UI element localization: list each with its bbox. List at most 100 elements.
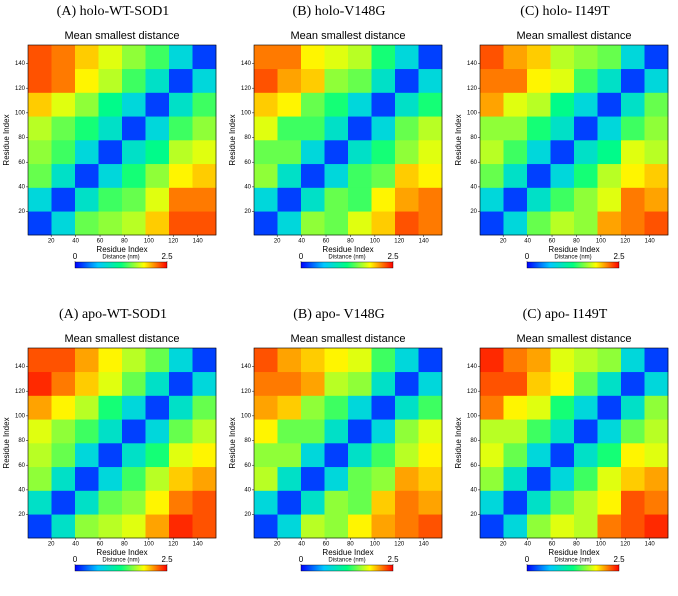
heatmap-cell — [574, 371, 598, 396]
heatmap-cell — [192, 466, 217, 491]
heatmap-cell — [480, 443, 504, 468]
heatmap-cell — [371, 68, 396, 93]
heatmap-cell — [644, 163, 669, 188]
x-tick-label: 80 — [347, 239, 354, 245]
chart-title: Mean smallest distance — [291, 333, 406, 345]
heatmap-cell — [277, 92, 302, 117]
y-tick-label: 140 — [241, 61, 252, 67]
heatmap-cell — [503, 490, 528, 515]
heatmap-cell — [527, 140, 551, 165]
heatmap-cell — [574, 68, 598, 93]
heatmap-cell — [301, 92, 325, 117]
x-tick-label: 80 — [121, 542, 128, 548]
heatmap-cell — [324, 92, 349, 117]
heatmap-cell — [621, 514, 645, 539]
heatmap-cell — [301, 140, 325, 165]
heatmap-cell — [527, 45, 551, 70]
y-tick-label: 20 — [18, 512, 25, 518]
y-tick-label: 120 — [241, 389, 252, 395]
heatmap-cell — [371, 490, 396, 515]
heatmap-cell — [301, 187, 325, 212]
heatmap-cell — [348, 45, 372, 70]
heatmap-cell — [169, 348, 193, 373]
heatmap-cell — [192, 140, 217, 165]
heatmap-cell — [122, 140, 146, 165]
heatmap-cell — [98, 419, 123, 444]
heatmap-cell — [550, 116, 575, 141]
heatmap-cell — [503, 187, 528, 212]
colorbar — [74, 564, 168, 572]
heatmap-cell — [621, 395, 645, 420]
heatmap-cell — [192, 348, 217, 373]
heatmap-cell — [254, 490, 278, 515]
heatmap-cell — [597, 211, 622, 236]
x-axis-label: Residue Index — [322, 548, 373, 557]
colorbar-label: Distance (nm) — [102, 558, 139, 564]
heatmap-cell — [348, 466, 372, 491]
colorbar — [526, 261, 620, 269]
x-tick-label: 40 — [298, 542, 305, 548]
y-tick-label: 80 — [18, 438, 25, 444]
heatmap-cell — [418, 443, 443, 468]
heatmap-cell — [98, 211, 123, 236]
heatmap-cell — [301, 371, 325, 396]
heatmap-cell — [169, 163, 193, 188]
heatmap-cell — [254, 443, 278, 468]
heatmap-cell — [395, 163, 419, 188]
heatmap-cell — [75, 466, 99, 491]
heatmap-cell — [597, 187, 622, 212]
heatmap-cell — [28, 68, 52, 93]
heatmap-cell — [98, 514, 123, 539]
heatmap-cell — [192, 395, 217, 420]
x-axis-label: Residue Index — [96, 548, 147, 557]
heatmap-cell — [98, 395, 123, 420]
heatmap-cell — [348, 490, 372, 515]
heatmap-cell — [418, 419, 443, 444]
heatmap-cell — [51, 211, 76, 236]
heatmap-cell — [574, 395, 598, 420]
heatmap-cell — [98, 116, 123, 141]
heatmap-cell — [621, 348, 645, 373]
heatmap-cell — [169, 68, 193, 93]
heatmap-cell — [621, 211, 645, 236]
y-axis-label: Residue Index — [228, 114, 237, 165]
heatmap-cell — [98, 443, 123, 468]
x-tick-label: 20 — [500, 542, 507, 548]
y-tick-label: 60 — [18, 160, 25, 166]
y-tick-label: 120 — [467, 86, 478, 92]
heatmap-cell — [324, 348, 349, 373]
heatmap-cell — [348, 371, 372, 396]
heatmap-cell — [371, 395, 396, 420]
x-tick-label: 20 — [274, 542, 281, 548]
heatmap-cell — [644, 371, 669, 396]
heatmap-cell — [122, 163, 146, 188]
heatmap-cell — [145, 45, 170, 70]
heatmap-cell — [621, 140, 645, 165]
heatmap-cell — [254, 92, 278, 117]
y-tick-label: 60 — [470, 160, 477, 166]
heatmap-cell — [277, 443, 302, 468]
heatmap-cell — [98, 490, 123, 515]
y-axis-label: Residue Index — [454, 114, 463, 165]
plot-frame — [479, 347, 669, 539]
heatmap-cell — [169, 140, 193, 165]
heatmap-cell — [254, 371, 278, 396]
heatmap-cell — [348, 163, 372, 188]
heatmap-cell — [75, 443, 99, 468]
x-tick-label: 20 — [48, 542, 55, 548]
heatmap-cell — [122, 348, 146, 373]
heatmap-cell — [348, 116, 372, 141]
x-tick-label: 60 — [549, 239, 556, 245]
heatmap-cell — [51, 163, 76, 188]
heatmap-cell — [418, 371, 443, 396]
heatmap-cell — [503, 45, 528, 70]
heatmap-cell — [145, 140, 170, 165]
heatmap-cell — [621, 116, 645, 141]
colorbar — [300, 261, 394, 269]
heatmap-cell — [324, 211, 349, 236]
y-tick-label: 100 — [467, 110, 478, 116]
heatmap-cell — [254, 116, 278, 141]
heatmap-cell — [28, 395, 52, 420]
chart-title: Mean smallest distance — [291, 30, 406, 42]
